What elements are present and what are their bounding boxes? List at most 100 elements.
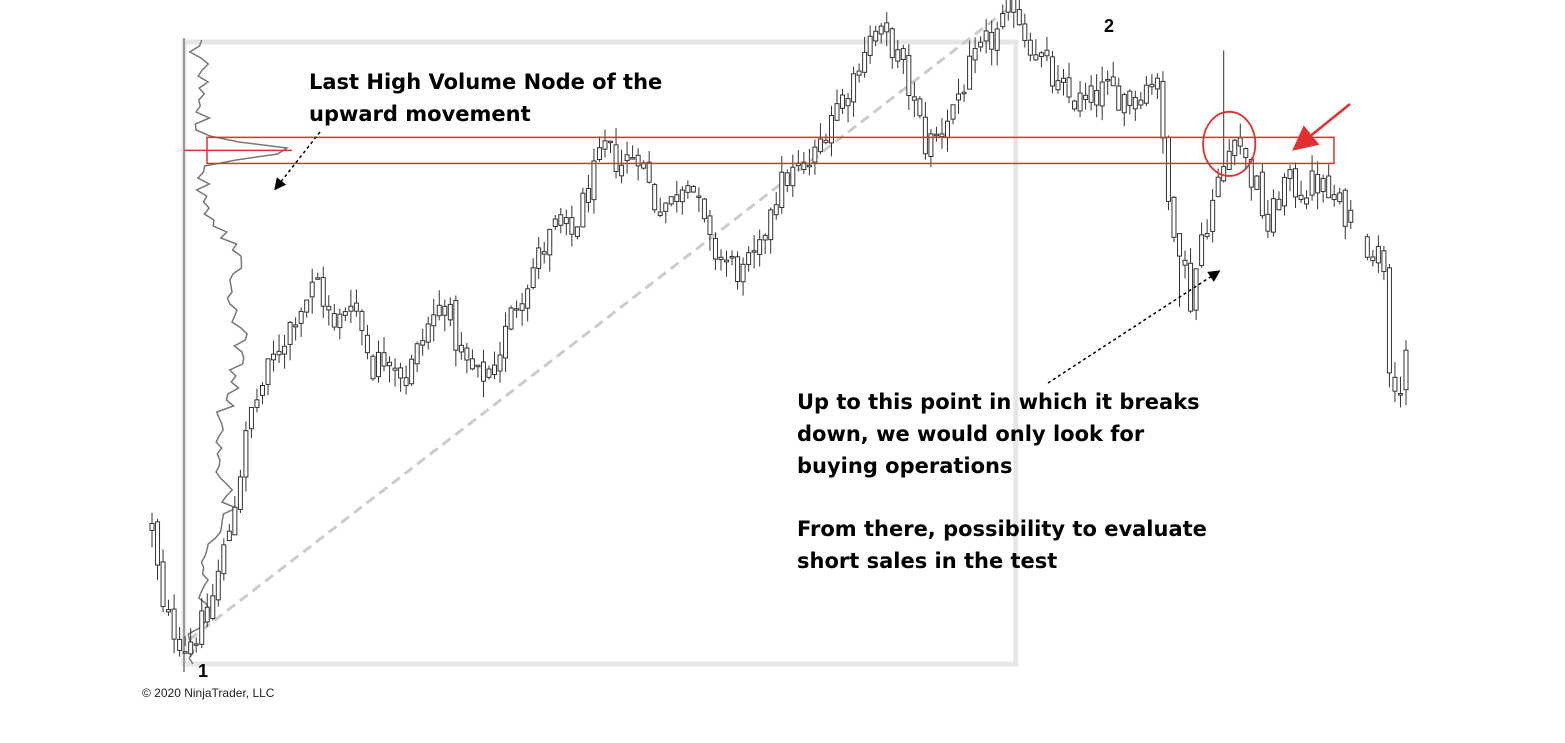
candle [469, 349, 475, 371]
candle [906, 44, 912, 110]
candle [867, 25, 873, 64]
candle-body [226, 530, 232, 542]
candle [895, 40, 901, 69]
candle-body [1348, 209, 1354, 223]
candle [701, 198, 707, 223]
candle [193, 637, 199, 653]
candle-body [773, 204, 779, 216]
candle-body [199, 610, 205, 645]
candle [364, 324, 370, 360]
candle-body [1038, 52, 1044, 57]
candle [315, 272, 321, 280]
candle-body [563, 217, 569, 225]
candle [961, 84, 967, 102]
candle [1232, 138, 1238, 166]
candle-body [282, 345, 288, 355]
candle-body [293, 324, 299, 328]
candle-body [580, 192, 586, 228]
candle [1055, 64, 1061, 94]
candle [447, 297, 453, 327]
candle-body [387, 361, 393, 367]
candle [840, 88, 846, 115]
annotation-short-line1: From there, possibility to evaluate [797, 517, 1207, 541]
candle-body [1044, 49, 1050, 57]
candle [1386, 263, 1392, 388]
candle [668, 196, 674, 207]
candle-body [1281, 176, 1287, 207]
candle [624, 141, 630, 174]
candle-body [967, 55, 973, 90]
candle [1127, 89, 1133, 115]
candle [243, 421, 249, 492]
candle-body [1094, 90, 1100, 106]
annotation-short-line2: short sales in the test [797, 549, 1058, 573]
candle [508, 305, 514, 331]
candle [1315, 161, 1321, 210]
volume-profile [183, 38, 290, 672]
candle [1381, 246, 1387, 281]
candle [922, 101, 928, 160]
candle-body [591, 160, 597, 201]
candle [1022, 13, 1028, 48]
candlestick-series [149, 0, 1409, 657]
candle-body [221, 544, 227, 575]
candle [724, 250, 730, 277]
candle-body [790, 166, 796, 187]
candle-body [961, 91, 967, 95]
candle [712, 232, 718, 271]
candle-body [1331, 194, 1337, 201]
candle-body [757, 239, 763, 255]
candle-body [917, 98, 923, 117]
copyright-notice: © 2020 NinjaTrader, LLC [142, 686, 275, 700]
candle [685, 180, 691, 199]
candle-body [1055, 80, 1061, 91]
candle [342, 307, 348, 321]
candle [525, 284, 531, 322]
candle-body [155, 521, 161, 566]
candle [757, 229, 763, 267]
candle-body [1199, 234, 1205, 266]
annotation-break-line1: Up to this point in which it breaks [797, 390, 1200, 414]
candle-body [685, 185, 691, 193]
candle [845, 93, 851, 123]
candle [1077, 80, 1083, 118]
candle [1121, 92, 1127, 127]
candle-body [1022, 23, 1028, 41]
swing-label-1: 1 [198, 661, 209, 681]
candle-body [480, 361, 486, 382]
annotation-hvn-line1: Last High Volume Node of the [309, 70, 663, 94]
candle-body [1160, 80, 1166, 139]
candle [519, 293, 525, 326]
candle-body [348, 305, 354, 312]
candle-body [1326, 175, 1332, 199]
candle-body [265, 358, 271, 385]
candle [873, 25, 879, 47]
candle-body [944, 120, 950, 139]
candle [536, 237, 542, 279]
candle-body [729, 255, 735, 259]
candle [497, 341, 503, 383]
candle [718, 249, 724, 271]
candle [674, 180, 680, 213]
candle-body [298, 310, 304, 324]
candle-body [541, 251, 547, 255]
candle [1105, 70, 1111, 95]
candle [602, 129, 608, 158]
breakdown-pointer-arrow [1047, 270, 1221, 384]
candle [409, 354, 415, 387]
candle-body [508, 307, 514, 330]
candle [293, 317, 299, 341]
candle-body [1016, 9, 1022, 26]
candle [442, 299, 448, 332]
candle [707, 209, 713, 251]
candle-body [1072, 100, 1078, 110]
candle [1154, 73, 1160, 99]
candle-body [895, 49, 901, 62]
candle-body [823, 139, 829, 144]
candle [956, 78, 962, 114]
candle-body [375, 351, 381, 378]
candle [265, 358, 271, 396]
candle [569, 205, 575, 247]
candle-body [149, 523, 155, 531]
candle [331, 303, 337, 331]
